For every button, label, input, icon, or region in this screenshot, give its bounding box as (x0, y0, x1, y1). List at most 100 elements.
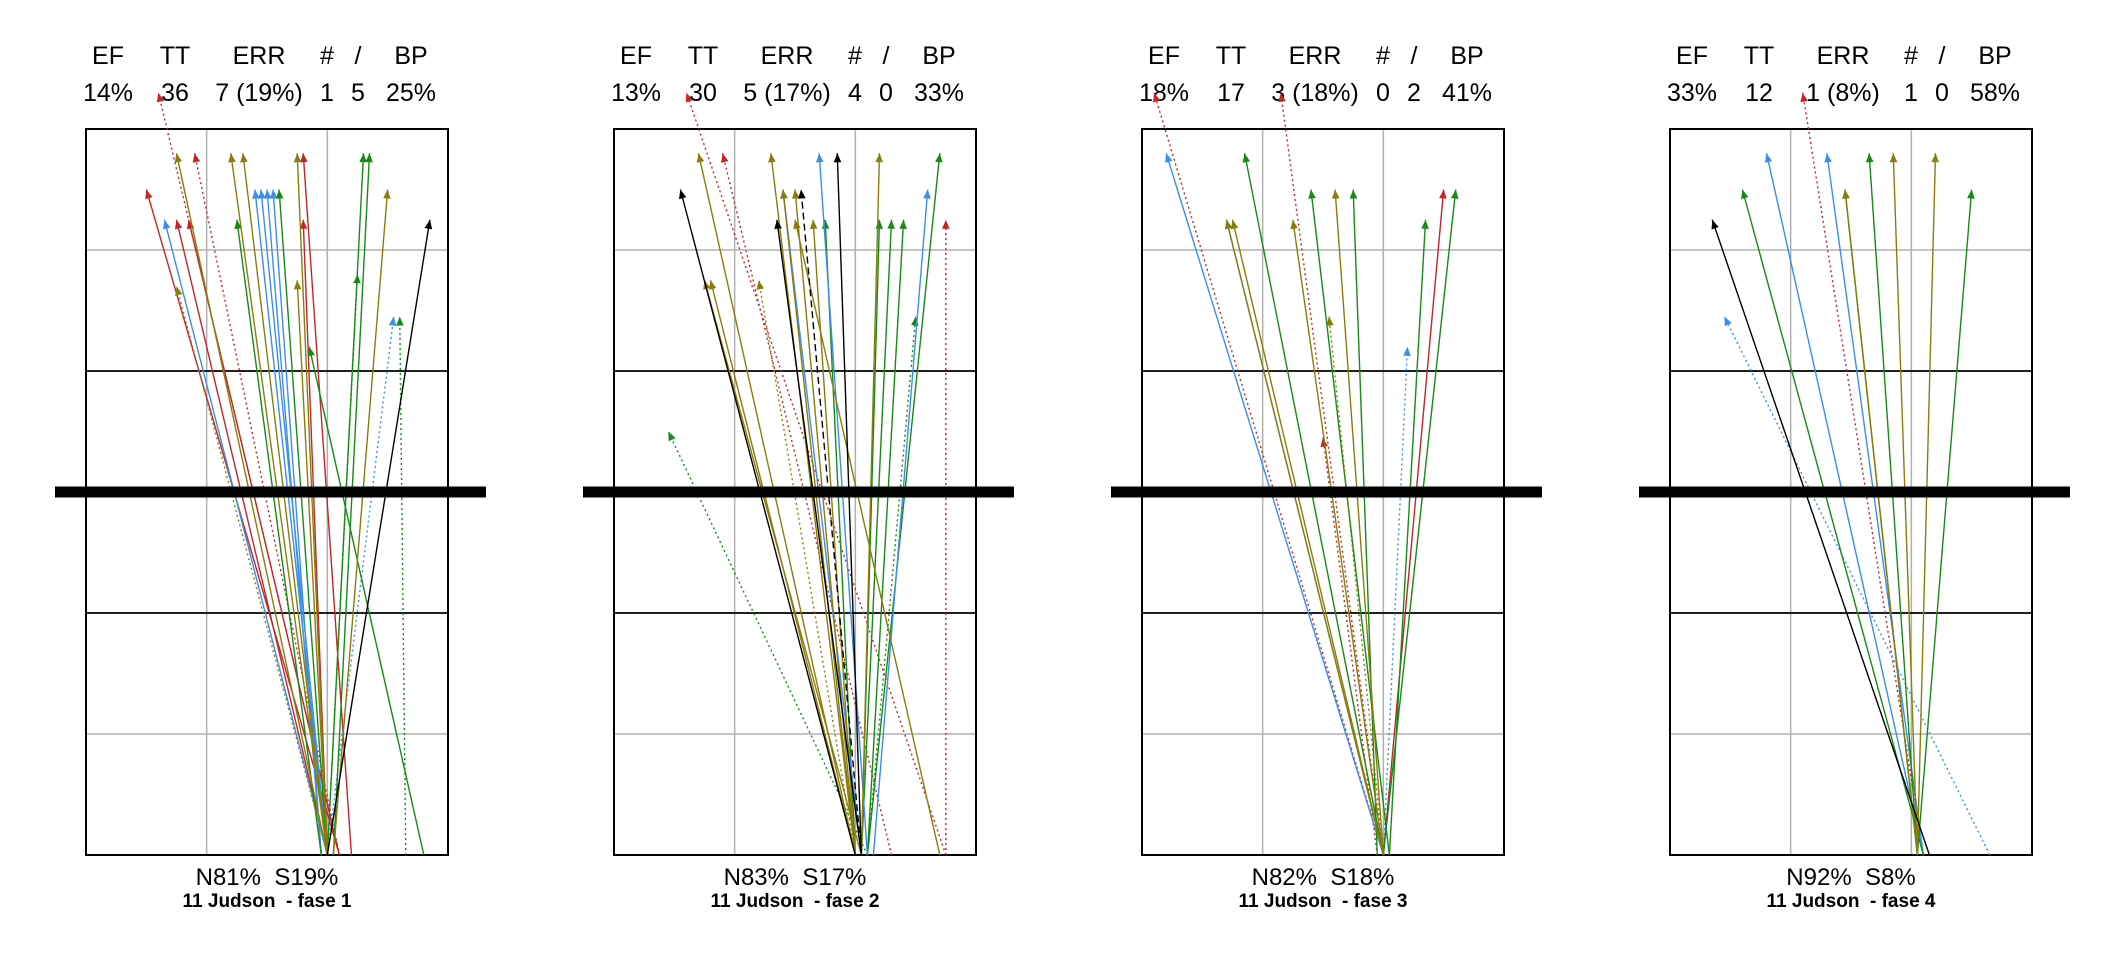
arrow-head (1331, 189, 1340, 199)
player-name: 11 Judson (182, 891, 276, 912)
header-value: 58% (1969, 79, 2021, 107)
serve-trajectory (1231, 219, 1385, 856)
header-label: ERR (760, 42, 814, 70)
serve-trajectory (1225, 219, 1385, 856)
serve-trajectory (800, 189, 863, 856)
arrow-head (833, 153, 842, 163)
arrow-head (240, 153, 248, 163)
header-value: 33% (1666, 79, 1718, 107)
serve-trajectory (332, 189, 389, 856)
serve-trajectory (866, 219, 905, 856)
arrow-head (815, 153, 824, 163)
header-label: EF (1148, 42, 1180, 70)
arrow-head (1842, 189, 1850, 199)
north-percent: N92% (1786, 864, 1852, 891)
arrow-head (175, 286, 183, 296)
header-value: 36 (161, 79, 189, 107)
serve-trajectory (824, 219, 857, 856)
arrow-head (275, 189, 284, 199)
arrow-head (269, 189, 278, 199)
serve-trajectory (230, 153, 329, 856)
arrow-head (174, 153, 183, 163)
serve-trajectory (1802, 92, 1925, 856)
arrow-head (887, 219, 895, 229)
arrow-head (388, 316, 397, 326)
serve-trajectory (1334, 189, 1385, 856)
arrow-head (1824, 153, 1832, 163)
arrow-head (1230, 219, 1239, 230)
header-label: EF (620, 42, 652, 70)
serve-trajectory (1382, 189, 1445, 856)
arrow-head (696, 153, 705, 163)
serve-trajectory (1310, 189, 1391, 856)
zone-split: N81% S19% (196, 866, 339, 890)
header-value: 41% (1441, 79, 1493, 107)
serve-trajectory (1826, 153, 1925, 856)
header-value: 13% (610, 79, 662, 107)
serve-trajectory (296, 153, 329, 856)
serve-trajectory (758, 280, 857, 856)
serve-trajectory (242, 153, 329, 856)
arrow-head (768, 153, 776, 163)
serve-trajectory (1741, 189, 1925, 856)
header-label: # (848, 42, 862, 70)
header-value: 3 (18%) (1271, 79, 1359, 107)
arrow-head (353, 274, 361, 284)
serve-trajectory (175, 286, 329, 856)
arrow-head (1967, 189, 1975, 199)
header-label: BP (1450, 42, 1484, 70)
header-label: BP (922, 42, 956, 70)
header-label: BP (394, 42, 428, 70)
arrow-head (942, 219, 950, 229)
arrow-head (1349, 189, 1358, 199)
serve-trajectory (175, 153, 329, 856)
south-percent: S17% (802, 864, 867, 891)
player-name: 11 Judson (1238, 891, 1332, 912)
serve-trajectory (1765, 153, 1925, 856)
phase-label: - fase 1 (286, 891, 352, 912)
north-percent: N82% (1251, 864, 1317, 891)
player-name: 11 Judson (1766, 891, 1860, 912)
header-value: 12 (1745, 79, 1773, 107)
arrow-head (174, 219, 183, 230)
arrow-head (809, 219, 818, 229)
serve-trajectory (1328, 316, 1385, 856)
serve-trajectory (1352, 189, 1378, 856)
arrow-head (1889, 153, 1898, 163)
arrow-head (1764, 153, 1773, 163)
arrow-head (293, 153, 302, 163)
serve-trajectory (1916, 189, 1973, 856)
court-chart (1111, 92, 1542, 856)
south-percent: S8% (1865, 864, 1916, 891)
serve-trajectory (860, 153, 881, 856)
serve-trajectory (721, 153, 893, 856)
chart-subtitle: 11 Judson - fase 4 (1767, 892, 1936, 911)
header-value: 5 (351, 79, 365, 107)
arrow-head (792, 189, 800, 199)
serve-trajectory (872, 189, 929, 856)
header-value: 1 (320, 79, 334, 107)
arrow-head (424, 219, 433, 230)
header-label: / (1410, 42, 1418, 70)
chart-panel-4: EF 33% TT 12 ERR 1 (8%) #1/0 BP 58% N92% S8% 11 Ju… (1584, 0, 2112, 960)
serve-trajectory (1322, 437, 1378, 856)
serve-trajectory (782, 189, 857, 856)
header-label: TT (1215, 42, 1247, 70)
arrow-head (162, 219, 171, 230)
court-chart (583, 92, 1014, 856)
header-value: 7 (19%) (215, 79, 303, 107)
arrow-head (365, 153, 373, 163)
header-value: 17 (1217, 79, 1245, 107)
arrow-head (1450, 189, 1459, 199)
arrow-head (1242, 153, 1251, 163)
header-label: ERR (232, 42, 286, 70)
serve-trajectory (770, 153, 857, 856)
serve-trajectory (1382, 189, 1457, 856)
zone-split: N92% S8% (1786, 866, 1915, 890)
serve-trajectory (272, 189, 322, 856)
serve-trajectory (326, 274, 359, 856)
header-value: 30 (689, 79, 717, 107)
header-label: EF (92, 42, 124, 70)
serve-trajectory (866, 316, 917, 856)
